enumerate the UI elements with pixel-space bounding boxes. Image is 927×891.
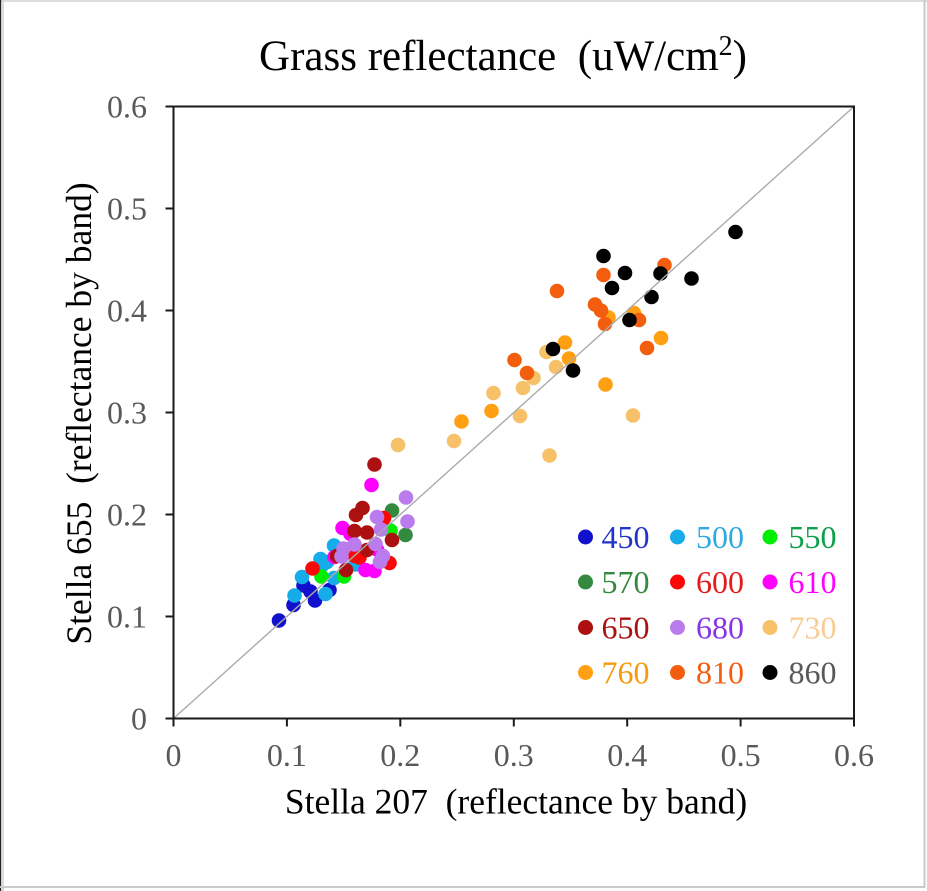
svg-text:0.6: 0.6 <box>107 89 147 125</box>
svg-text:0.3: 0.3 <box>494 737 534 773</box>
svg-text:0.5: 0.5 <box>107 191 147 227</box>
svg-text:0.4: 0.4 <box>607 737 647 773</box>
svg-text:0.1: 0.1 <box>267 737 307 773</box>
svg-text:0.6: 0.6 <box>834 737 874 773</box>
svg-text:0.3: 0.3 <box>107 395 147 431</box>
svg-text:760: 760 <box>602 655 650 691</box>
svg-text:0.2: 0.2 <box>107 497 147 533</box>
svg-text:0.5: 0.5 <box>721 737 761 773</box>
svg-text:610: 610 <box>789 564 837 600</box>
svg-text:0: 0 <box>166 737 182 773</box>
svg-text:0.2: 0.2 <box>380 737 420 773</box>
svg-text:Stella 655 (reflectance by ba: Stella 655 (reflectance by band) <box>59 182 99 644</box>
svg-text:450: 450 <box>602 519 650 555</box>
svg-text:0.1: 0.1 <box>107 599 147 635</box>
svg-text:860: 860 <box>789 655 837 691</box>
svg-text:Stella 207 (reflectance by ba: Stella 207 (reflectance by band) <box>285 782 747 822</box>
svg-text:600: 600 <box>696 564 744 600</box>
svg-text:550: 550 <box>789 519 837 555</box>
svg-text:0.4: 0.4 <box>107 293 147 329</box>
svg-text:680: 680 <box>696 610 744 646</box>
svg-text:0: 0 <box>131 701 147 737</box>
svg-text:500: 500 <box>696 519 744 555</box>
svg-text:570: 570 <box>602 564 650 600</box>
svg-text:730: 730 <box>789 610 837 646</box>
svg-text:650: 650 <box>602 610 650 646</box>
svg-text:Grass reflectance (uW/cm2): Grass reflectance (uW/cm2) <box>259 31 747 80</box>
svg-text:810: 810 <box>696 655 744 691</box>
